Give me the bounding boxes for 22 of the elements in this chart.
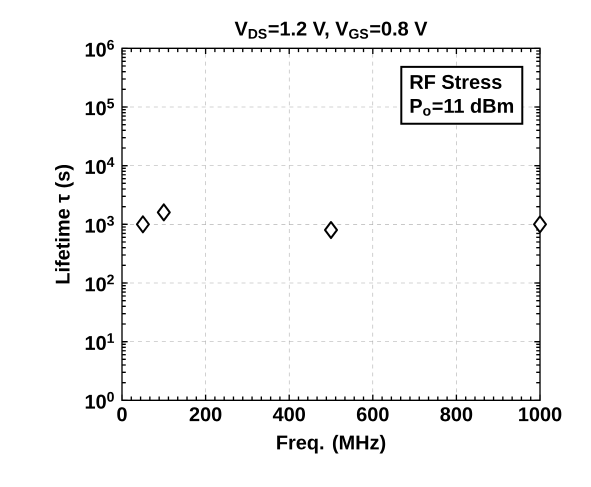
y-tick-label: 10$^{1}$ xyxy=(86,333,114,350)
x-tick-label: 600 xyxy=(356,407,389,422)
point xyxy=(533,215,548,234)
x-axis-title: Freq. (MHz) xyxy=(277,434,386,454)
annotation: RF Stress xyxy=(410,74,502,90)
y-tick-label: 10$^{4}$ xyxy=(86,157,114,174)
y-tick-label: 10$^{0}$ xyxy=(86,392,114,409)
chart-title: V$_{DS}$=1.2 V, V$_{GS}$=0.8 V xyxy=(234,22,428,39)
x-tick-label: 1000 xyxy=(519,407,562,422)
point xyxy=(136,215,150,234)
y-tick-label: 10$^{2}$ xyxy=(86,274,114,292)
x-tick-label: 200 xyxy=(190,407,222,422)
annotation: P$_{o}$=11 dBm xyxy=(410,98,514,116)
x-tick-label: 0 xyxy=(117,407,127,422)
x-tick-label: 400 xyxy=(272,407,305,422)
y-tick-label: 10$^{5}$ xyxy=(86,98,114,116)
point xyxy=(324,221,338,240)
x-tick-label: 800 xyxy=(440,407,472,422)
point xyxy=(156,203,171,222)
y-tick-label: 10$^{3}$ xyxy=(86,216,114,233)
y-axis-title: Lifetime τ (s) xyxy=(55,164,74,284)
y-tick-label: 10$^{6}$ xyxy=(86,40,114,57)
